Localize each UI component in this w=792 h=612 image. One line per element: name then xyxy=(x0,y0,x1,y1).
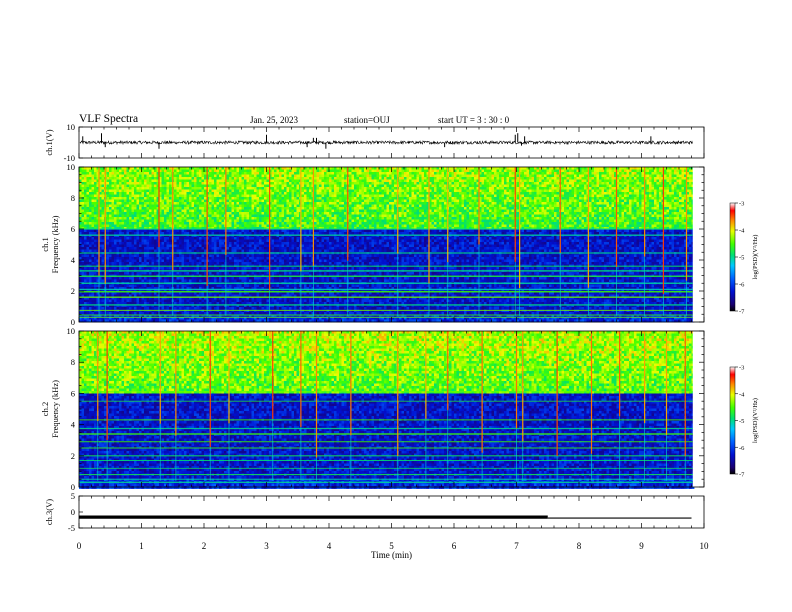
channel-ylabel: ch.1 xyxy=(40,237,50,251)
freq-tick-label: 2 xyxy=(71,286,75,296)
ch1-y-tick-label: 10 xyxy=(67,122,76,132)
freq-tick-label: 10 xyxy=(67,326,76,336)
time-tick-label: 4 xyxy=(327,541,332,551)
time-tick-label: 6 xyxy=(452,541,457,551)
ch1-ylabel: ch.1(V) xyxy=(44,129,54,155)
time-tick-label: 9 xyxy=(639,541,644,551)
freq-tick-label: 6 xyxy=(71,224,75,234)
colorbar-tick-label: -6 xyxy=(739,282,745,289)
freq-tick-label: 10 xyxy=(67,162,76,172)
colorbar-tick-label: -4 xyxy=(739,228,745,235)
colorbar-1 xyxy=(730,203,735,311)
colorbar-2 xyxy=(730,367,735,474)
colorbar-label: log(PSD)(V²/Hz) xyxy=(752,398,759,443)
ch1-waveform-trace xyxy=(80,141,693,144)
freq-tick-label: 4 xyxy=(71,420,76,430)
freq-tick-label: 4 xyxy=(71,255,76,265)
ch3-y-tick-label: 5 xyxy=(71,491,75,501)
frequency-ylabel: Frequency (kHz) xyxy=(50,215,60,273)
time-xlabel: Time (min) xyxy=(371,550,412,560)
time-tick-label: 0 xyxy=(77,541,82,551)
time-tick-label: 7 xyxy=(514,541,519,551)
time-tick-label: 3 xyxy=(264,541,269,551)
spectrogram-image-2 xyxy=(79,331,694,489)
ch3-y-tick-label: -5 xyxy=(68,523,75,533)
freq-tick-label: 2 xyxy=(71,451,75,461)
colorbar-tick-label: -5 xyxy=(739,255,744,262)
time-tick-label: 2 xyxy=(202,541,207,551)
colorbar-tick-label: -5 xyxy=(739,418,744,425)
colorbar-tick-label: -3 xyxy=(739,201,744,208)
colorbar-tick-label: -4 xyxy=(739,391,745,398)
ch3-ylabel: ch.3(V) xyxy=(44,499,54,525)
time-tick-label: 8 xyxy=(577,541,582,551)
colorbar-tick-label: -6 xyxy=(739,445,745,452)
freq-tick-label: 6 xyxy=(71,388,75,398)
colorbar-tick-label: -7 xyxy=(739,309,745,316)
colorbar-tick-label: -3 xyxy=(739,365,744,372)
freq-tick-label: 8 xyxy=(71,357,75,367)
colorbar-label: log(PSD)(V²/Hz) xyxy=(752,235,759,280)
colorbar-tick-label: -7 xyxy=(739,472,745,479)
channel-ylabel: ch.2 xyxy=(40,402,50,416)
ch3-panel: 5 0 -5 ch.3(V) xyxy=(44,491,704,533)
ch3-y-tick-label: 0 xyxy=(71,507,75,517)
time-tick-label: 1 xyxy=(139,541,144,551)
time-tick-label: 10 xyxy=(700,541,710,551)
spectrogram-image-1 xyxy=(79,167,694,322)
freq-tick-label: 8 xyxy=(71,193,75,203)
frequency-ylabel: Frequency (kHz) xyxy=(50,380,60,438)
